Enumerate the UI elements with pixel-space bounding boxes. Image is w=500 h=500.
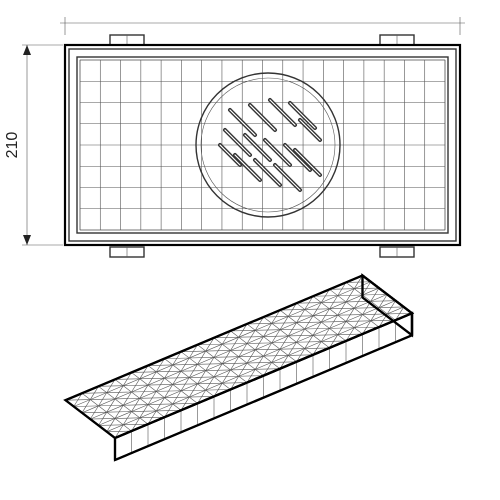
dim-height-label: 210: [4, 132, 21, 159]
isometric-view: [66, 275, 413, 460]
top-view: 210: [4, 17, 465, 257]
technical-drawing: 210: [0, 0, 500, 500]
